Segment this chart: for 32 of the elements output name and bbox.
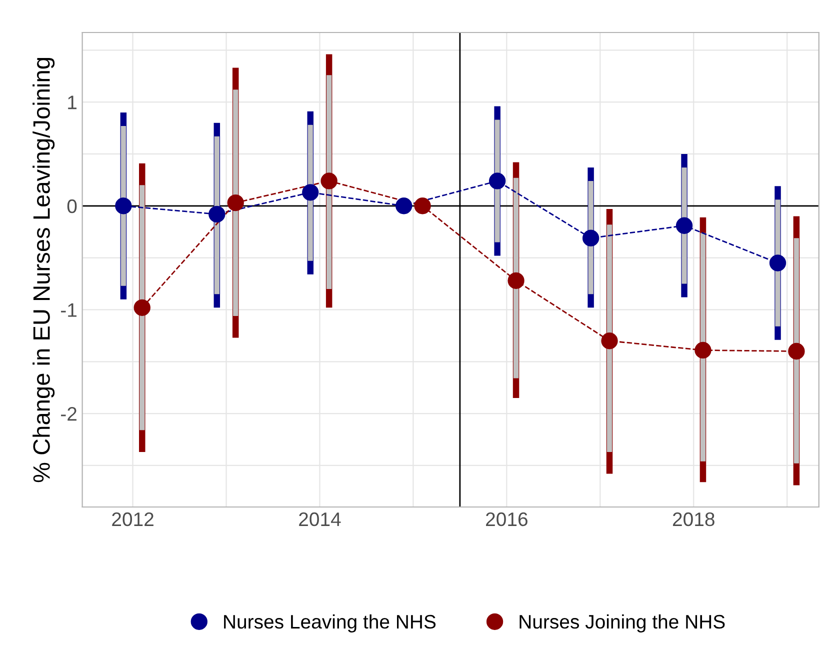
y-tick-label: -2: [61, 407, 76, 421]
point: [208, 206, 226, 223]
bar: [606, 224, 612, 452]
point: [302, 184, 319, 201]
point: [396, 198, 412, 214]
point: [601, 332, 618, 350]
y-tick-label: -1: [61, 303, 76, 317]
point: [115, 198, 132, 214]
y-tick-label: 1: [68, 96, 76, 110]
x-tick-label: 2012: [112, 512, 154, 526]
y-axis-title: % Change in EU Nurses Leaving/Joining: [32, 58, 55, 482]
point: [508, 272, 524, 289]
bar: [233, 90, 238, 316]
x-tick-label: 2018: [672, 512, 714, 526]
bar: [700, 232, 706, 462]
bar: [794, 238, 800, 464]
point: [788, 342, 805, 360]
x-tick-label: 2016: [486, 512, 528, 526]
point: [582, 230, 600, 246]
x-tick-label: 2014: [299, 512, 341, 526]
y-tick-label: 0: [67, 199, 77, 214]
bar: [140, 185, 145, 430]
legend-label: Nurses Leaving the NHS: [224, 614, 436, 632]
point: [676, 217, 693, 234]
point: [769, 254, 786, 272]
point: [227, 194, 244, 212]
point: [694, 342, 712, 359]
point: [488, 172, 506, 190]
legend-label: Nurses Joining the NHS: [520, 614, 725, 632]
point: [414, 198, 431, 214]
point: [320, 172, 338, 190]
point: [134, 299, 150, 316]
